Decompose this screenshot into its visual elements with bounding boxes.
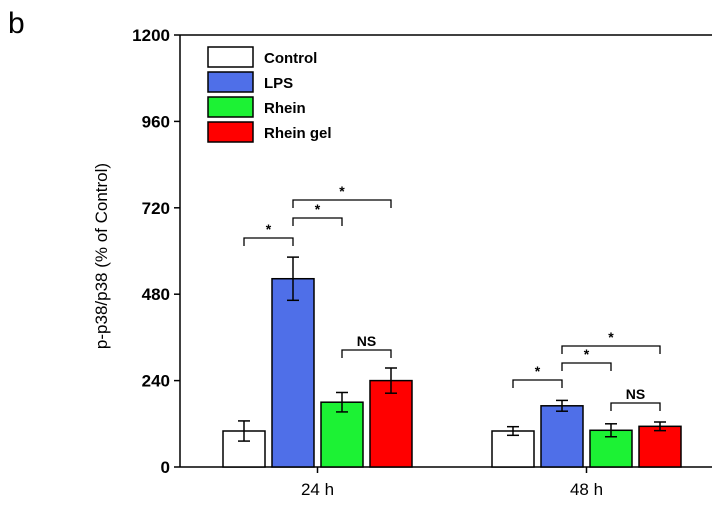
x-tick-label: 48 h xyxy=(570,480,603,499)
bar xyxy=(540,405,584,468)
significance-label: NS xyxy=(626,386,645,402)
y-tick-label: 1200 xyxy=(132,26,170,45)
legend-swatch xyxy=(207,46,254,68)
significance-label: * xyxy=(339,183,345,199)
x-tick-label: 24 h xyxy=(301,480,334,499)
legend-label: Rhein gel xyxy=(264,125,332,142)
significance-label: * xyxy=(266,221,272,237)
legend-label: Control xyxy=(264,50,317,67)
bar xyxy=(638,425,682,468)
significance-bracket xyxy=(341,349,392,358)
legend-label: LPS xyxy=(264,75,293,92)
significance-bracket xyxy=(512,379,563,388)
y-tick-label: 720 xyxy=(142,199,170,218)
legend-swatch xyxy=(207,121,254,143)
y-axis-label: p-p38/p38 (% of Control) xyxy=(92,163,111,349)
bar xyxy=(369,379,413,468)
y-tick-label: 240 xyxy=(142,372,170,391)
significance-bracket xyxy=(561,345,661,354)
significance-label: * xyxy=(535,363,541,379)
significance-label: * xyxy=(584,346,590,362)
panel-label: b xyxy=(8,7,25,40)
legend-swatch xyxy=(207,96,254,118)
y-tick-label: 480 xyxy=(142,285,170,304)
significance-label: NS xyxy=(357,333,376,349)
x-ticks: 24 h 48 h xyxy=(301,467,603,499)
significance-bracket xyxy=(292,217,343,226)
legend-swatch xyxy=(207,71,254,93)
bars xyxy=(222,277,682,468)
axes xyxy=(179,34,712,468)
y-ticks: 0 240 480 720 960 1200 xyxy=(132,26,180,477)
y-tick-label: 960 xyxy=(142,112,170,131)
y-tick-label: 0 xyxy=(161,458,170,477)
legend: Control LPS Rhein Rhein gel xyxy=(207,46,332,143)
significance-bracket xyxy=(292,199,392,208)
significance-bracket xyxy=(561,362,612,371)
significance-label: * xyxy=(315,201,321,217)
significance-label: * xyxy=(608,329,614,345)
significance-annotations: * * * NS * * * NS xyxy=(243,183,661,411)
bar xyxy=(491,430,535,468)
significance-bracket xyxy=(243,237,294,246)
significance-bracket xyxy=(610,402,661,411)
error-bars xyxy=(238,256,666,442)
legend-label: Rhein xyxy=(264,100,306,117)
bar xyxy=(320,401,364,468)
bar xyxy=(271,277,315,468)
